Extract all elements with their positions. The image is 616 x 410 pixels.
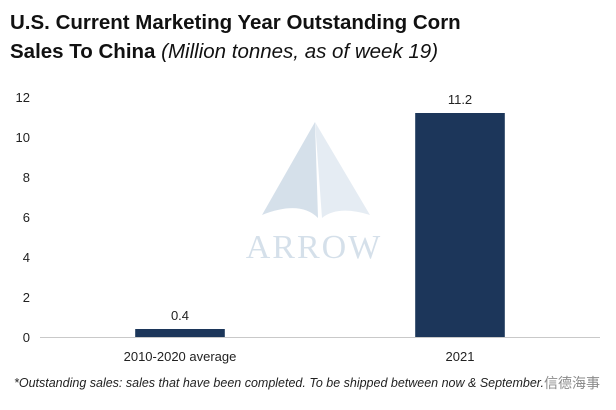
y-tick-label: 12 xyxy=(16,90,30,105)
y-tick-label: 6 xyxy=(23,210,30,225)
arrow-logo-sail-right xyxy=(315,122,370,218)
chart-subtitle: (Million tonnes, as of week 19) xyxy=(161,40,439,63)
bars: 0.4 11.2 xyxy=(135,92,505,337)
arrow-logo-watermark: ARROW xyxy=(246,122,383,266)
chart-title-line1: U.S. Current Marketing Year Outstanding … xyxy=(10,11,461,34)
corner-watermark: 信德海事 xyxy=(544,375,600,391)
chart-title-line2: Sales To China (Million tonnes, as of we… xyxy=(10,37,610,66)
arrow-logo-text: ARROW xyxy=(246,229,383,266)
bar-data-label: 0.4 xyxy=(171,308,189,323)
x-tick-label: 2021 xyxy=(446,349,475,364)
y-axis: 0 2 4 6 8 10 12 xyxy=(16,90,30,345)
chart-title: U.S. Current Marketing Year Outstanding … xyxy=(10,8,610,66)
bar-2 xyxy=(415,113,505,337)
x-tick-label: 2010-2020 average xyxy=(124,349,237,364)
x-axis: 2010-2020 average 2021 xyxy=(124,349,475,364)
y-tick-label: 4 xyxy=(23,250,30,265)
bar-1 xyxy=(135,329,225,337)
y-tick-label: 0 xyxy=(23,330,30,345)
arrow-logo-sail-left xyxy=(262,122,318,218)
chart-title-main: Sales To China xyxy=(10,40,156,63)
bar-data-label: 11.2 xyxy=(448,92,472,107)
y-tick-label: 2 xyxy=(23,290,30,305)
y-tick-label: 8 xyxy=(23,170,30,185)
footnote: *Outstanding sales: sales that have been… xyxy=(14,376,544,390)
y-tick-label: 10 xyxy=(16,130,30,145)
